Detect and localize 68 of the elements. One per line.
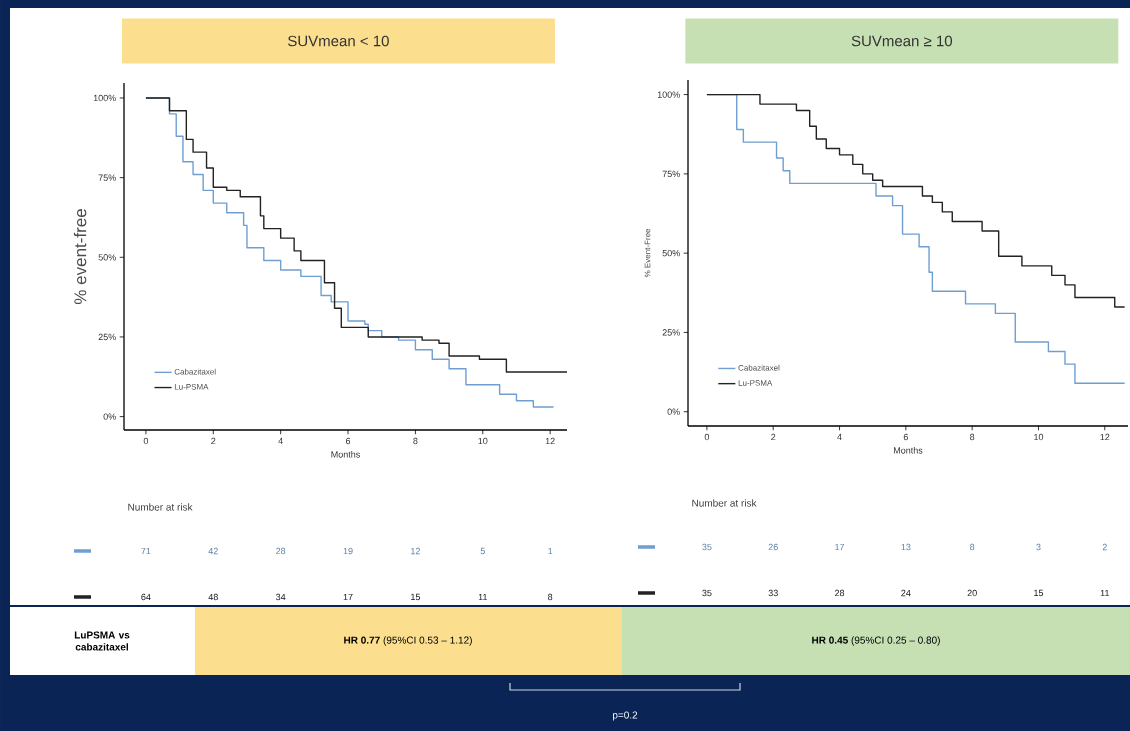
text: 33 [768,589,778,597]
legend-label: Lu-PSMA [738,380,773,386]
text: 19 [343,547,353,555]
y-tick-label: 0% [103,413,116,420]
text: Number at risk [128,503,193,511]
y-tick-label: 0% [667,408,680,415]
text: 2 [1102,543,1107,551]
x-tick-label: 12 [1100,433,1110,441]
x-tick-label: 8 [413,437,418,445]
text: p=0.2 [612,711,638,721]
y-axis-title: % event-free [73,209,87,305]
x-tick-label: 12 [545,437,555,445]
y-tick-label: 100% [93,94,116,102]
x-tick-label: 8 [970,433,975,441]
y-tick-label: 50% [662,249,680,257]
legend-label: Lu-PSMA [174,384,209,390]
text: 1 [548,547,553,555]
text: 3 [1036,543,1041,551]
x-tick-label: 2 [771,433,776,441]
text: 48 [208,593,218,601]
text: Number at risk [692,499,757,507]
text: 17 [343,593,353,601]
text: 28 [834,589,845,597]
legend-label: Cabazitaxel [738,364,780,371]
x-tick-label: 6 [345,437,351,445]
text: LuPSMA vs cabazitaxel [74,631,130,651]
y-tick-label: 75% [662,170,680,178]
legend-label: Cabazitaxel [174,368,216,375]
x-tick-label: 4 [837,433,842,440]
x-tick-label: 10 [478,437,488,445]
text: 35 [702,543,712,551]
text: 24 [901,589,911,597]
x-axis-title: Months [893,447,923,454]
text: 17 [835,543,845,551]
text: 5 [480,547,485,555]
text: 12 [411,547,420,555]
y-tick-label: 25% [98,333,116,341]
y-tick-label: 75% [98,174,116,181]
text: HR 0.45 (95%CI 0.25 – 0.80) [812,636,940,646]
text: 34 [276,593,286,601]
text: HR 0.77 (95%CI 0.53 – 1.12) [344,636,472,646]
x-axis-title: Months [331,451,360,458]
chart-title: SUVmean < 10 [288,35,389,47]
y-axis-title: % Event-Free [644,228,651,278]
text: 64 [141,593,151,601]
text: 42 [208,547,218,555]
text: 35 [702,589,712,597]
x-tick-label: 0 [704,433,710,441]
text: 71 [141,547,151,555]
text: 20 [967,589,977,597]
text: 8 [548,593,553,601]
x-tick-label: 6 [903,433,908,441]
text: 28 [276,547,286,555]
chart-title: SUVmean ≥ 10 [851,35,953,47]
text: 11 [478,593,488,601]
text: 26 [768,543,778,551]
text: 8 [970,543,975,551]
text: 15 [411,593,421,601]
y-tick-label: 25% [662,329,680,336]
text: 11 [1100,589,1110,597]
text: 15 [1034,589,1044,597]
x-tick-label: 2 [211,437,216,445]
x-tick-label: 0 [143,437,149,445]
y-tick-label: 100% [657,91,680,98]
y-tick-label: 50% [98,254,116,261]
text: 13 [901,543,911,551]
x-tick-label: 10 [1034,433,1044,441]
x-tick-label: 4 [278,437,283,444]
